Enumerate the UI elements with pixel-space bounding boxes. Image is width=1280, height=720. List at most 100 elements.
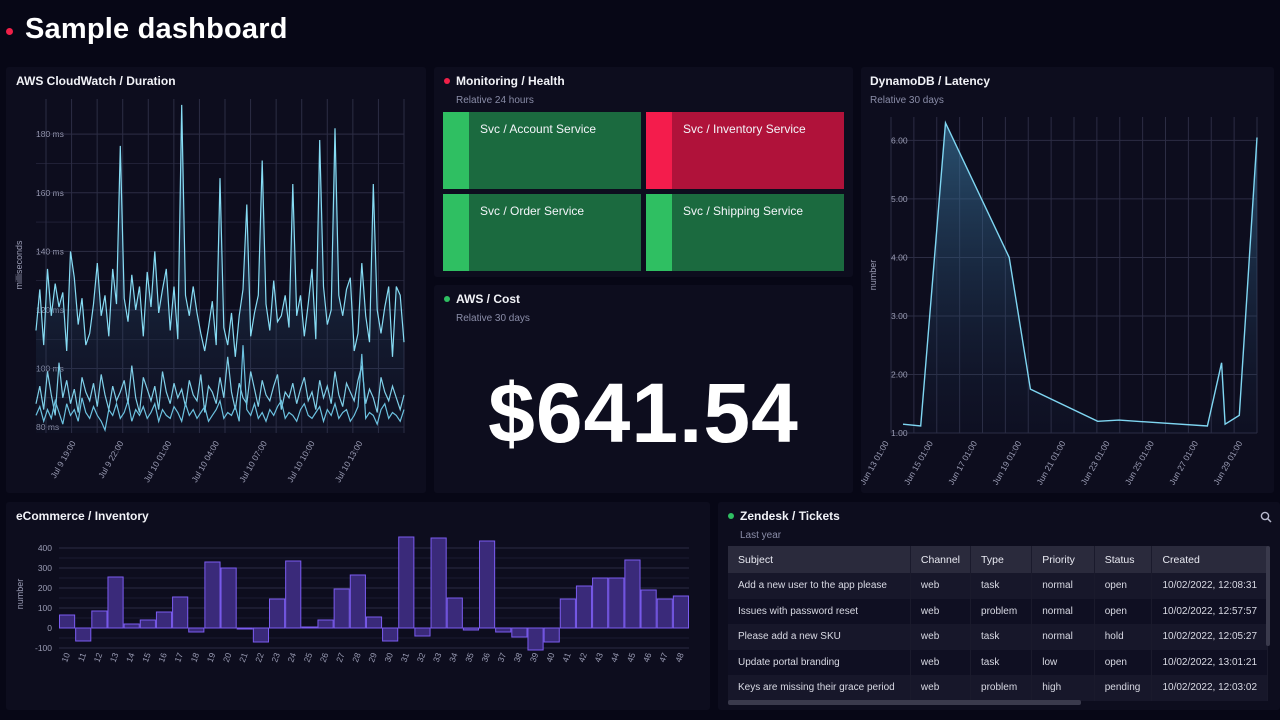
x-tick-label: 21	[237, 651, 250, 664]
panel-title: eCommerce / Inventory	[16, 509, 149, 523]
x-tick-label: 10	[59, 651, 72, 664]
x-tick-label: 11	[76, 651, 89, 663]
column-header-subject[interactable]: Subject	[728, 546, 911, 573]
table-header-row: Subject Channel Type Priority Status Cre…	[728, 546, 1268, 573]
y-tick-label: -100	[35, 643, 52, 653]
x-tick-label: 28	[350, 651, 363, 664]
bar	[59, 614, 76, 629]
vertical-scrollbar[interactable]	[1266, 546, 1270, 646]
series-area	[903, 122, 1257, 434]
x-tick-label: 17	[172, 651, 185, 664]
x-tick-label: 26	[318, 651, 331, 664]
bar	[527, 627, 544, 651]
cell-channel: web	[910, 598, 972, 624]
bar	[349, 574, 366, 629]
x-tick-label: 34	[447, 651, 460, 664]
y-axis-label: number	[15, 579, 25, 610]
x-tick-label: 14	[124, 651, 137, 664]
bar	[559, 598, 576, 629]
cell-priority: normal	[1031, 573, 1095, 599]
x-tick-label: 47	[657, 651, 670, 664]
health-tile-inventory[interactable]: Svc / Inventory Service	[646, 112, 844, 189]
series-area	[36, 104, 404, 434]
column-header-channel[interactable]: Channel	[910, 546, 972, 573]
bar	[269, 598, 286, 629]
y-tick-label: 6.00	[891, 135, 908, 145]
x-tick-label: Jul 10 04:00	[189, 439, 221, 484]
x-tick-label: Jun 15 01:00	[902, 439, 935, 487]
table-row[interactable]: Please add a new SKU web task normal hol…	[728, 624, 1268, 650]
cell-status: open	[1094, 573, 1153, 599]
series-line	[35, 104, 405, 357]
table-row[interactable]: Keys are missing their grace period web …	[728, 675, 1268, 701]
column-header-priority[interactable]: Priority	[1031, 546, 1095, 573]
health-tile-account[interactable]: Svc / Account Service	[443, 112, 641, 189]
x-tick-label: 31	[399, 651, 412, 664]
table-row[interactable]: Update portal branding web task low open…	[728, 649, 1268, 675]
x-tick-label: Jul 9 19:00	[48, 439, 78, 480]
bar	[285, 560, 302, 629]
x-tick-label: 35	[463, 651, 476, 664]
tickets-table: Subject Channel Type Priority Status Cre…	[728, 546, 1268, 701]
x-tick-label: 30	[382, 651, 395, 664]
bar	[543, 627, 560, 643]
status-bar	[443, 194, 469, 271]
cell-subject: Keys are missing their grace period	[728, 675, 911, 701]
bar	[139, 619, 156, 629]
health-tile-order[interactable]: Svc / Order Service	[443, 194, 641, 271]
x-tick-label: 20	[221, 651, 234, 664]
cell-type: task	[970, 573, 1033, 599]
y-tick-label: 3.00	[891, 311, 908, 321]
x-tick-label: 19	[205, 651, 218, 664]
x-tick-label: 39	[528, 651, 541, 664]
series-line	[902, 120, 1258, 427]
bar	[91, 610, 108, 629]
column-header-type[interactable]: Type	[970, 546, 1033, 573]
cloudwatch-panel[interactable]: AWS CloudWatch / Duration 80 ms100 ms120…	[6, 67, 426, 493]
dynamodb-chart[interactable]: 1.00 2.00 3.00 4.00 5.00 6.00 number Jun 13 01:…	[861, 67, 1274, 493]
column-header-created[interactable]: Created	[1151, 546, 1268, 573]
y-tick-label: 5.00	[891, 194, 908, 204]
bar	[511, 627, 528, 638]
panel-title: AWS / Cost	[456, 292, 521, 306]
column-header-status[interactable]: Status	[1094, 546, 1153, 573]
cell-status: open	[1094, 649, 1153, 675]
table-row[interactable]: Issues with password reset web problem n…	[728, 598, 1268, 624]
bar	[575, 585, 593, 629]
panel-title: AWS CloudWatch / Duration	[16, 74, 176, 88]
health-panel[interactable]: Monitoring / Health Relative 24 hours Sv…	[434, 67, 853, 277]
table-row[interactable]: Add a new user to the app please web tas…	[728, 573, 1268, 599]
inventory-chart[interactable]: -100 0 100 200 300 400 number 10 11 12 13 14 15 16 17 1…	[6, 502, 710, 710]
cell-type: task	[970, 649, 1033, 675]
x-tick-label: 13	[108, 651, 121, 664]
x-tick-label: 40	[544, 651, 557, 664]
search-icon[interactable]	[1260, 510, 1272, 528]
status-dot	[444, 296, 450, 302]
tickets-panel[interactable]: Zendesk / Tickets Last year Subject Chan…	[718, 502, 1280, 710]
page-title: Sample dashboard	[25, 13, 288, 45]
bar	[398, 536, 415, 629]
bar	[430, 537, 447, 629]
cost-value: $641.54	[488, 366, 799, 460]
x-tick-label: Jul 10 13:00	[333, 439, 365, 484]
x-tick-label: Jul 10 07:00	[237, 439, 269, 484]
y-tick-label: 100	[38, 603, 52, 613]
dynamodb-panel[interactable]: DynamoDB / Latency Relative 30 days 1.00…	[861, 67, 1274, 493]
cell-created: 10/02/2022, 12:57:57	[1151, 598, 1268, 624]
x-tick-label: 27	[334, 651, 347, 664]
x-tick-label: Jun 13 01:00	[861, 439, 891, 487]
horizontal-scrollbar[interactable]	[728, 700, 1081, 705]
health-tile-shipping[interactable]: Svc / Shipping Service	[646, 194, 844, 271]
x-tick-label: 18	[189, 651, 202, 664]
bar	[365, 616, 383, 629]
y-tick-label: 4.00	[891, 252, 908, 262]
bar	[220, 567, 237, 629]
x-tick-label: 38	[512, 651, 525, 664]
cost-panel[interactable]: AWS / Cost Relative 30 days $641.54	[434, 285, 853, 493]
x-tick-label: 45	[625, 651, 638, 664]
tile-label: Svc / Order Service	[480, 204, 585, 218]
inventory-panel[interactable]: eCommerce / Inventory -100 0 100 200 300 400 n…	[6, 502, 710, 710]
bar	[155, 611, 173, 629]
x-tick-label: 32	[415, 651, 428, 664]
